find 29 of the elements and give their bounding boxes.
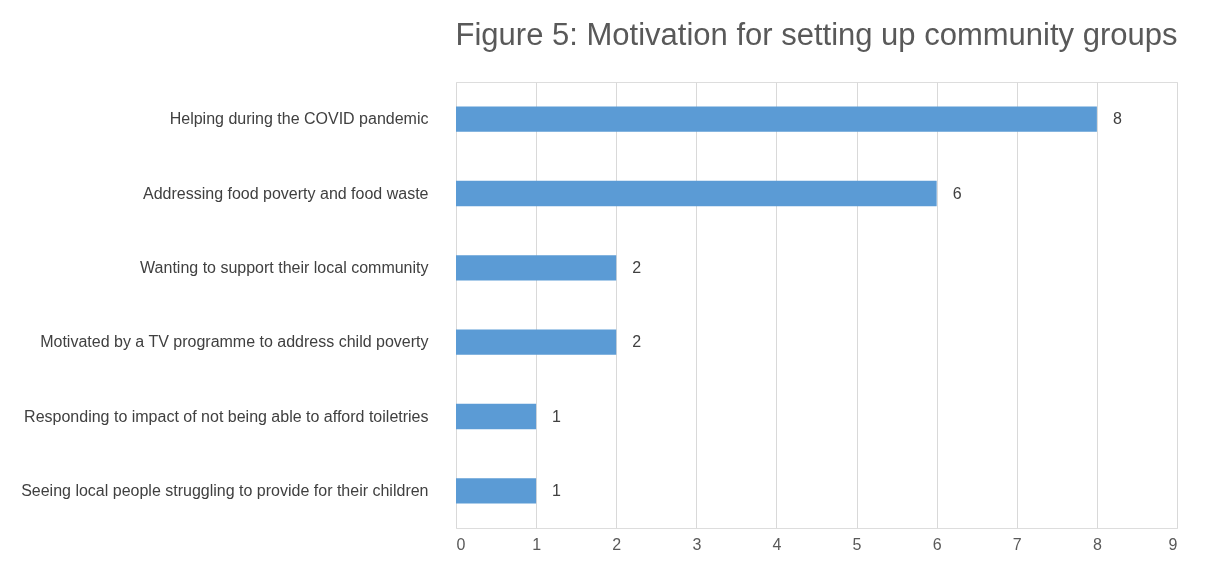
x-tick-label: 7 <box>1012 535 1022 553</box>
x-tick-label: 2 <box>612 535 622 553</box>
bar <box>456 255 617 281</box>
x-tick-label: 3 <box>692 535 702 553</box>
data-label: 2 <box>632 333 642 351</box>
y-tick-label: Seeing local people struggling to provide for their children <box>21 481 429 499</box>
y-tick-label: Responding to impact of not being able to afford toiletries <box>24 407 429 425</box>
chart-title: Figure 5: Motivation for setting up community groups <box>455 17 1178 52</box>
data-label: 6 <box>952 184 962 202</box>
x-tick-label: 0 <box>456 535 466 553</box>
data-label: 8 <box>1112 110 1122 128</box>
data-label: 1 <box>552 407 562 425</box>
bar <box>456 106 1097 132</box>
bar <box>456 478 537 504</box>
data-label: 2 <box>632 258 642 276</box>
bar <box>456 329 617 355</box>
bar <box>456 403 537 430</box>
x-tick-label: 9 <box>1168 535 1178 553</box>
x-tick-label: 4 <box>772 535 782 553</box>
bar <box>456 180 937 207</box>
x-tick-label: 6 <box>932 535 942 553</box>
y-tick-label: Wanting to support their local community <box>140 258 429 276</box>
x-tick-label: 5 <box>852 535 862 553</box>
y-tick-label: Motivated by a TV programme to address child poverty <box>40 333 429 351</box>
x-tick-label: 8 <box>1092 535 1102 553</box>
y-tick-label: Helping during the COVID pandemic <box>169 110 429 128</box>
x-tick-label: 1 <box>532 535 542 553</box>
data-label: 1 <box>552 481 562 499</box>
y-tick-label: Addressing food poverty and food waste <box>142 184 429 202</box>
